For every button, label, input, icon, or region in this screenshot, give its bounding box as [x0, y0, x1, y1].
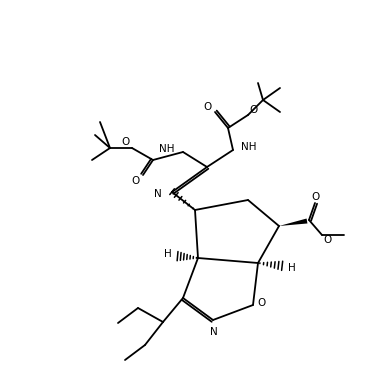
Text: N: N: [154, 189, 162, 199]
Text: H: H: [164, 249, 172, 259]
Text: O: O: [250, 105, 258, 115]
Text: H: H: [288, 263, 296, 273]
Text: NH: NH: [160, 144, 175, 154]
Polygon shape: [279, 218, 308, 226]
Text: O: O: [258, 298, 266, 308]
Text: O: O: [132, 176, 140, 186]
Text: NH: NH: [241, 142, 256, 152]
Text: N: N: [210, 327, 218, 337]
Text: O: O: [323, 235, 331, 245]
Text: O: O: [312, 192, 320, 202]
Text: O: O: [122, 137, 130, 147]
Text: O: O: [204, 102, 212, 112]
